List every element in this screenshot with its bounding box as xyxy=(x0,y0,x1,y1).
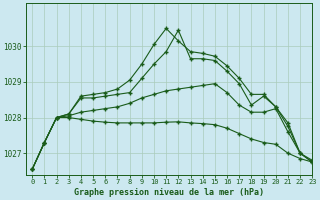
X-axis label: Graphe pression niveau de la mer (hPa): Graphe pression niveau de la mer (hPa) xyxy=(74,188,264,197)
